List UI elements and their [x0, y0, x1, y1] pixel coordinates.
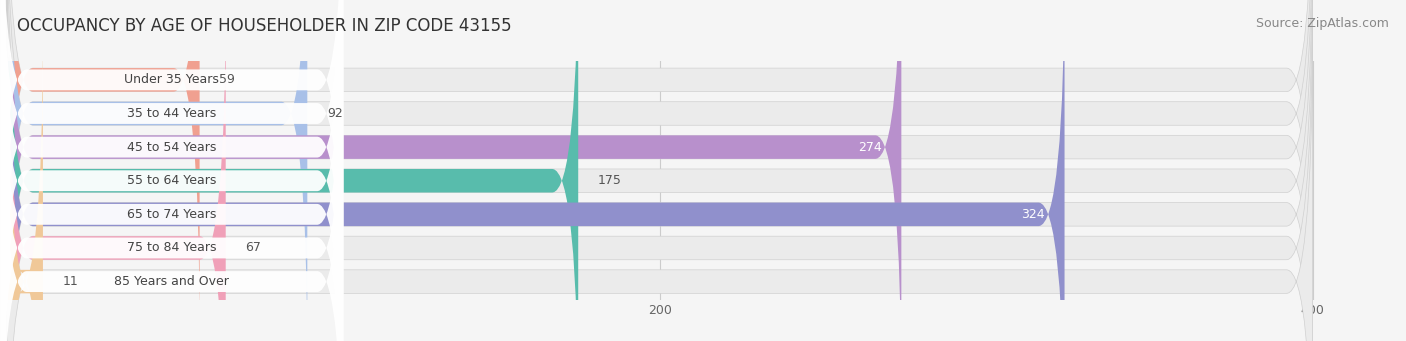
Text: Source: ZipAtlas.com: Source: ZipAtlas.com — [1256, 17, 1389, 30]
FancyBboxPatch shape — [7, 0, 200, 337]
Text: 85 Years and Over: 85 Years and Over — [114, 275, 229, 288]
Text: 45 to 54 Years: 45 to 54 Years — [127, 140, 217, 153]
FancyBboxPatch shape — [0, 0, 343, 341]
FancyBboxPatch shape — [7, 0, 308, 341]
FancyBboxPatch shape — [7, 0, 1313, 341]
FancyBboxPatch shape — [7, 0, 578, 341]
FancyBboxPatch shape — [7, 0, 1313, 341]
Text: 175: 175 — [598, 174, 621, 187]
FancyBboxPatch shape — [0, 0, 343, 338]
FancyBboxPatch shape — [0, 0, 343, 341]
FancyBboxPatch shape — [0, 0, 343, 341]
Text: Under 35 Years: Under 35 Years — [124, 73, 219, 86]
Text: 75 to 84 Years: 75 to 84 Years — [127, 241, 217, 254]
FancyBboxPatch shape — [7, 0, 1313, 337]
Text: 55 to 64 Years: 55 to 64 Years — [127, 174, 217, 187]
Text: 65 to 74 Years: 65 to 74 Years — [127, 208, 217, 221]
Text: 11: 11 — [62, 275, 79, 288]
FancyBboxPatch shape — [7, 0, 1313, 341]
FancyBboxPatch shape — [7, 0, 1313, 341]
Text: 274: 274 — [858, 140, 882, 153]
Text: 67: 67 — [245, 241, 262, 254]
FancyBboxPatch shape — [7, 25, 1313, 341]
Text: 324: 324 — [1021, 208, 1045, 221]
FancyBboxPatch shape — [7, 0, 901, 341]
FancyBboxPatch shape — [7, 0, 1064, 341]
FancyBboxPatch shape — [7, 0, 1313, 341]
Text: 35 to 44 Years: 35 to 44 Years — [127, 107, 217, 120]
FancyBboxPatch shape — [7, 0, 226, 341]
FancyBboxPatch shape — [0, 23, 343, 341]
FancyBboxPatch shape — [0, 0, 343, 341]
FancyBboxPatch shape — [7, 25, 44, 341]
Text: 59: 59 — [219, 73, 235, 86]
Text: 92: 92 — [326, 107, 343, 120]
Text: OCCUPANCY BY AGE OF HOUSEHOLDER IN ZIP CODE 43155: OCCUPANCY BY AGE OF HOUSEHOLDER IN ZIP C… — [17, 17, 512, 35]
FancyBboxPatch shape — [0, 0, 343, 341]
